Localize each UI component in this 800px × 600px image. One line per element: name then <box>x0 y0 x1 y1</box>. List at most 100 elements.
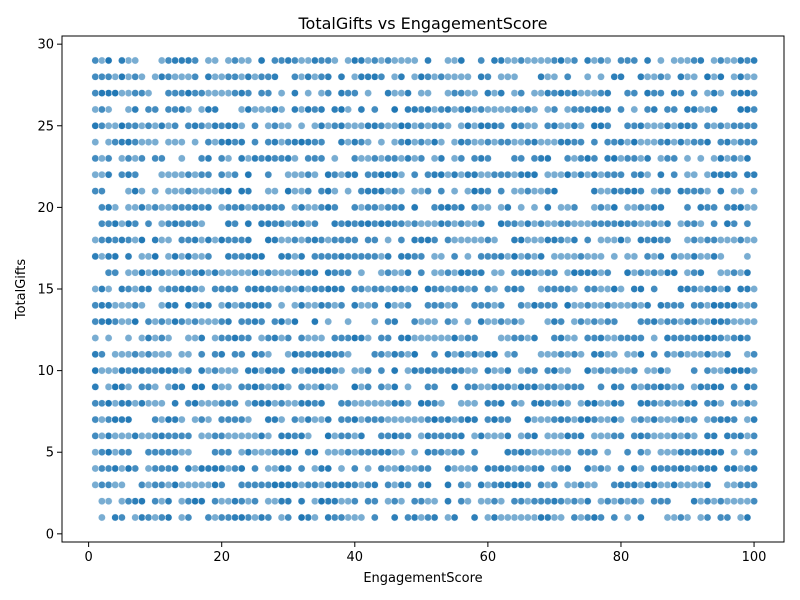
scatter-point <box>690 432 699 440</box>
scatter-point <box>98 464 106 473</box>
scatter-point <box>151 105 159 114</box>
scatter-point <box>470 350 479 359</box>
scatter-point <box>157 154 166 163</box>
scatter-point <box>457 105 466 114</box>
scatter-point <box>524 105 532 114</box>
scatter-point <box>730 448 738 457</box>
scatter-point <box>384 301 392 310</box>
scatter-point <box>450 317 459 326</box>
scatter-point <box>563 73 572 81</box>
scatter-point <box>370 481 379 489</box>
scatter-point <box>217 334 226 342</box>
scatter-point <box>563 497 572 506</box>
scatter-point <box>151 334 159 342</box>
scatter-point <box>603 170 612 179</box>
scatter-point <box>364 415 372 424</box>
scatter-point <box>650 219 659 228</box>
scatter-point <box>104 89 113 97</box>
scatter-point <box>350 285 359 293</box>
scatter-point <box>324 301 333 310</box>
scatter-point <box>131 73 139 81</box>
scatter-point <box>271 187 279 195</box>
scatter-point <box>324 481 333 489</box>
scatter-point <box>510 89 519 97</box>
scatter-point <box>657 399 665 408</box>
scatter-point <box>191 236 199 244</box>
scatter-point <box>663 122 672 130</box>
scatter-point <box>690 383 699 391</box>
scatter-point <box>410 497 419 506</box>
scatter-point <box>450 56 459 65</box>
scatter-point <box>643 252 652 261</box>
scatter-point <box>583 56 592 65</box>
scatter-point <box>750 415 758 424</box>
scatter-point <box>730 399 738 408</box>
scatter-point <box>497 497 506 506</box>
scatter-point <box>410 219 419 228</box>
scatter-point <box>717 122 725 130</box>
scatter-point <box>350 138 359 146</box>
scatter-point <box>264 301 273 310</box>
scatter-point <box>317 383 326 391</box>
scatter-point <box>244 154 253 163</box>
scatter-point <box>530 154 539 163</box>
scatter-point <box>217 481 226 489</box>
scatter-point <box>563 219 572 228</box>
scatter-point <box>657 383 665 391</box>
scatter-point <box>697 448 705 457</box>
scatter-point <box>517 203 526 212</box>
scatter-point <box>304 513 313 522</box>
scatter-point <box>597 122 605 130</box>
scatter-point <box>237 415 246 424</box>
scatter-point <box>131 138 139 146</box>
scatter-point <box>437 268 446 277</box>
scatter-point <box>597 317 605 326</box>
scatter-point <box>743 170 752 179</box>
scatter-point <box>231 415 239 424</box>
scatter-point <box>690 56 699 65</box>
scatter-point <box>337 252 346 261</box>
scatter-point <box>470 138 479 146</box>
scatter-point <box>550 187 559 195</box>
scatter-point <box>464 219 472 228</box>
scatter-point <box>750 432 758 440</box>
scatter-point <box>151 268 159 277</box>
scatter-point <box>484 203 492 212</box>
scatter-point <box>577 513 585 522</box>
scatter-point <box>344 334 352 342</box>
scatter-point <box>677 481 685 489</box>
scatter-point <box>138 187 146 195</box>
scatter-point <box>697 236 705 244</box>
scatter-point <box>384 481 392 489</box>
scatter-point <box>590 203 599 212</box>
scatter-point <box>530 301 539 310</box>
scatter-point <box>484 415 492 424</box>
scatter-point <box>151 203 159 212</box>
scatter-point <box>630 89 639 97</box>
scatter-point <box>750 105 758 114</box>
scatter-point <box>710 73 718 81</box>
scatter-point <box>617 301 625 310</box>
scatter-point <box>131 105 139 114</box>
scatter-point <box>537 285 545 293</box>
scatter-point <box>583 334 592 342</box>
scatter-point <box>477 252 486 261</box>
scatter-point <box>390 268 399 277</box>
scatter-point <box>490 317 499 326</box>
scatter-point <box>131 285 139 293</box>
scatter-point <box>717 138 725 146</box>
scatter-point <box>211 73 219 81</box>
scatter-point <box>211 497 219 506</box>
scatter-point <box>317 105 326 114</box>
scatter-point <box>730 481 738 489</box>
scatter-point <box>104 415 113 424</box>
scatter-point <box>397 170 406 179</box>
scatter-point <box>537 350 545 359</box>
scatter-point <box>597 513 605 522</box>
scatter-point <box>311 513 319 522</box>
scatter-point <box>643 170 652 179</box>
scatter-point <box>377 285 386 293</box>
scatter-point <box>277 105 286 114</box>
scatter-point <box>410 122 419 130</box>
scatter-point <box>657 170 665 179</box>
